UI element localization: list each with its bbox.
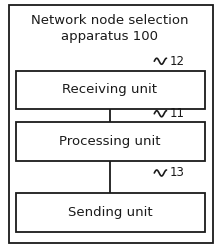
Text: Processing unit: Processing unit: [59, 135, 161, 148]
Text: Network node selection
apparatus 100: Network node selection apparatus 100: [31, 14, 189, 43]
Text: 11: 11: [170, 107, 185, 120]
Bar: [16, 193, 205, 232]
Text: Sending unit: Sending unit: [67, 206, 152, 219]
Text: 13: 13: [170, 166, 185, 179]
Bar: [16, 122, 205, 161]
Bar: [16, 70, 205, 110]
Text: Receiving unit: Receiving unit: [62, 84, 157, 96]
Text: 12: 12: [170, 55, 185, 68]
